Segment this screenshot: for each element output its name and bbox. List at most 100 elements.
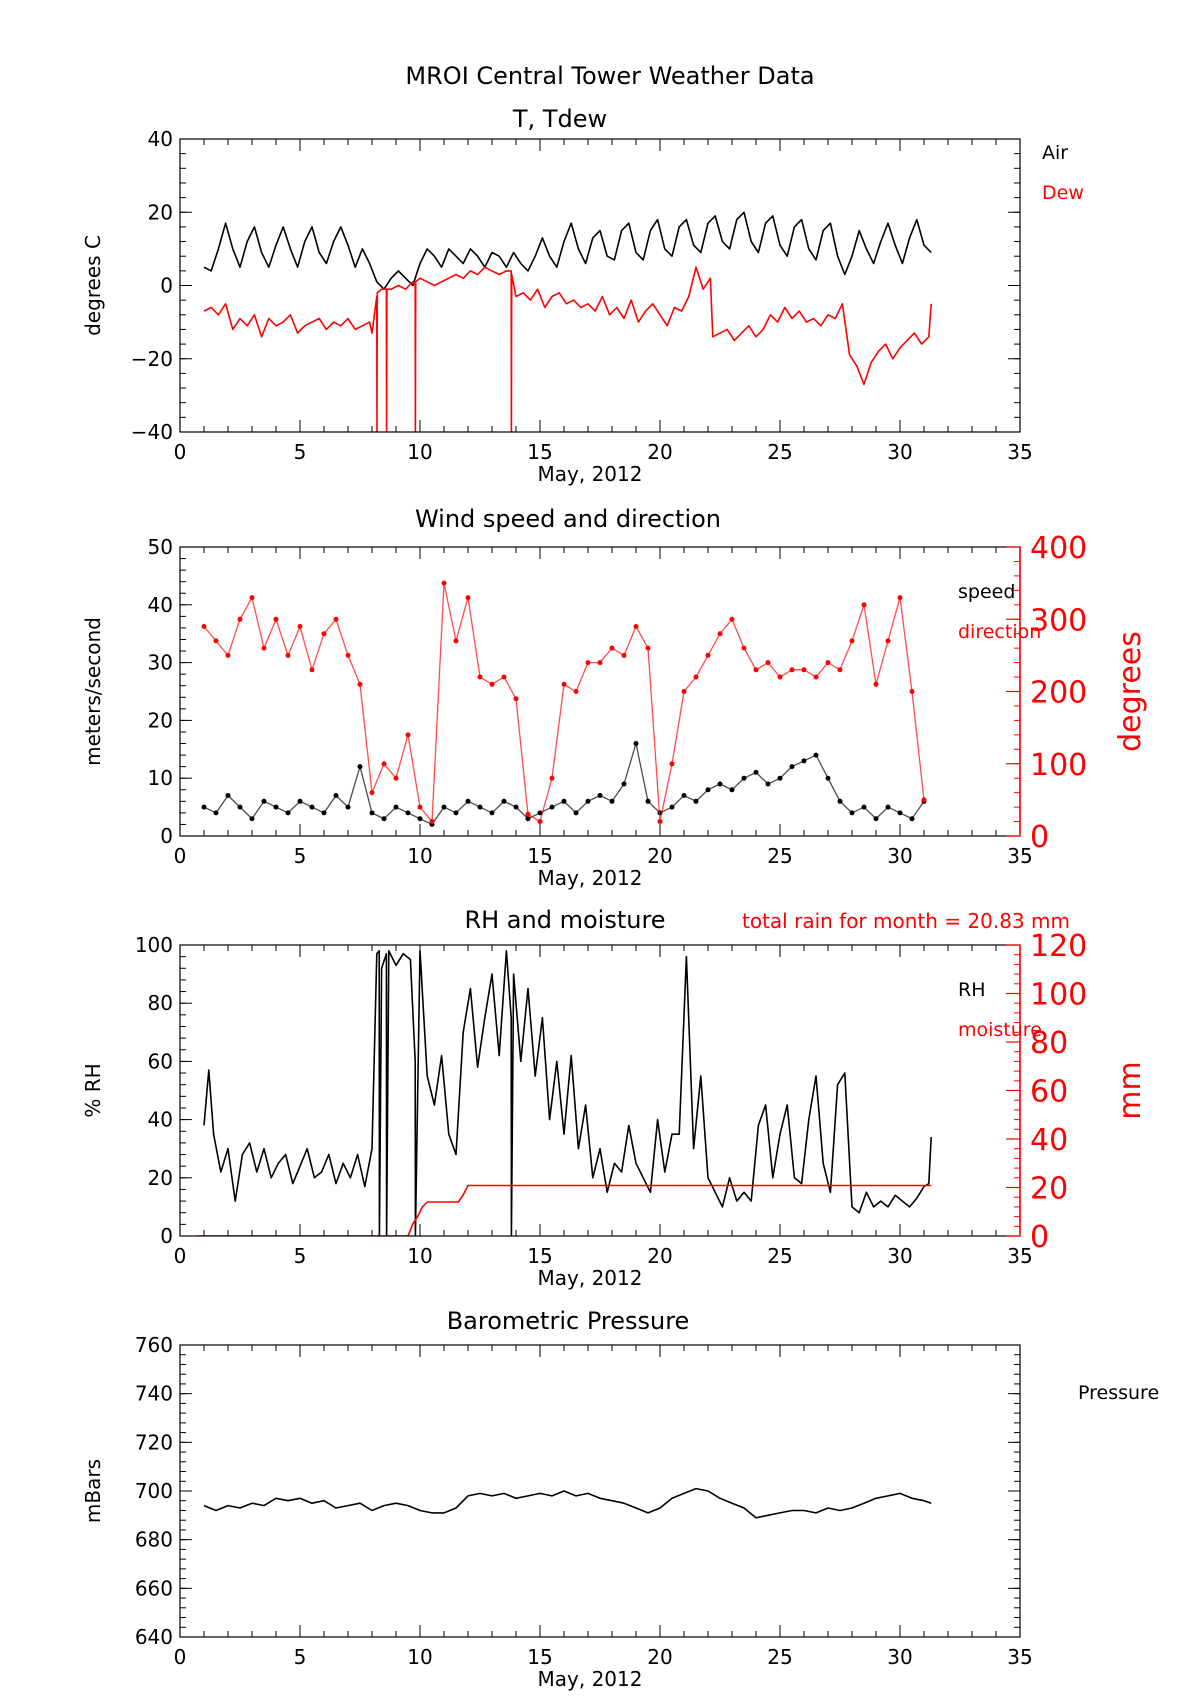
x-tick-label: 5: [294, 1645, 307, 1669]
plot-frame: [179, 546, 1021, 837]
rain-total-annotation: total rain for month = 20.83 mm: [742, 909, 1070, 933]
x-tick-label: 15: [527, 844, 552, 868]
panel-title: Barometric Pressure: [447, 1307, 690, 1335]
y-tick-label: 40: [148, 593, 173, 617]
y-tick-label: 60: [148, 1049, 173, 1073]
x-tick-label: 5: [294, 844, 307, 868]
x-tick-label: 20: [647, 1645, 672, 1669]
series-line-Dew: [203, 266, 932, 432]
legend-entry-Air: Air: [1042, 142, 1068, 164]
legend-entry-moisture: moisture: [958, 1019, 1042, 1041]
series-line-moisture: [196, 1184, 932, 1236]
y-tick-label: 680: [135, 1528, 173, 1552]
y-tick-label: 80: [148, 991, 173, 1015]
y-axis-label: mBars: [81, 1459, 105, 1523]
right-tick-label: 200: [1030, 676, 1087, 711]
panel-title: T, Tdew: [512, 105, 607, 133]
y-axis-label: % RH: [81, 1063, 105, 1117]
series-line-direction: [203, 582, 925, 824]
series-direction: [201, 580, 927, 824]
x-tick-label: 35: [1007, 440, 1032, 464]
x-tick-label: 25: [767, 1645, 792, 1669]
chart-panel-3: RH and moisture total rain for month = 20…: [81, 906, 1148, 1290]
x-tick-label: 10: [407, 1645, 432, 1669]
y-tick-label: 700: [135, 1479, 173, 1503]
right-tick-label: 60: [1030, 1075, 1068, 1110]
x-axis-label: May, 2012: [538, 1266, 643, 1290]
y-tick-label: 20: [148, 1166, 173, 1190]
right-tick-label: 20: [1030, 1172, 1068, 1207]
chart-panels: T, Tdew 0 5 10 15 20 25 30 35 May, 2012 −40 −20 0 20 4…: [81, 105, 1159, 1691]
x-tick-label: 30: [887, 440, 912, 464]
right-tick-label: 100: [1030, 748, 1087, 783]
legend-entry-Dew: Dew: [1042, 182, 1084, 204]
x-tick-label: 20: [647, 1244, 672, 1268]
x-tick-label: 30: [887, 1645, 912, 1669]
right-tick-label: 300: [1030, 603, 1087, 638]
plot-data: [203, 211, 932, 432]
y-tick-label: 40: [148, 127, 173, 151]
x-tick-label: 30: [887, 1244, 912, 1268]
y-tick-label: 760: [135, 1333, 173, 1357]
plot-data: [201, 580, 927, 827]
y-tick-label: 30: [148, 651, 173, 675]
y-axis-label: meters/second: [81, 617, 105, 766]
y-tick-label: 20: [148, 708, 173, 732]
chart-panel-2: Wind speed and direction 0 5 10 15 20 25 30 35 Ma…: [81, 505, 1148, 890]
x-tick-label: 35: [1007, 844, 1032, 868]
y-tick-label: 720: [135, 1430, 173, 1454]
chart-panel-1: T, Tdew 0 5 10 15 20 25 30 35 May, 2012 −40 −20 0 20 4…: [81, 105, 1084, 486]
x-tick-label: 10: [407, 1244, 432, 1268]
x-tick-label: 15: [527, 440, 552, 464]
x-tick-label: 35: [1007, 1645, 1032, 1669]
x-axis-label: May, 2012: [538, 462, 643, 486]
x-tick-label: 0: [174, 1244, 187, 1268]
panel-title: RH and moisture: [464, 906, 665, 934]
y-tick-label: 0: [160, 824, 173, 848]
x-tick-label: 0: [174, 440, 187, 464]
series-line-RH: [203, 949, 932, 1236]
x-tick-label: 30: [887, 844, 912, 868]
chart-panel-4: Barometric Pressure 0 5 10 15 20 25 30 35 May, 20…: [81, 1307, 1159, 1691]
x-tick-label: 15: [527, 1244, 552, 1268]
x-tick-label: 25: [767, 844, 792, 868]
y-tick-label: −40: [131, 420, 173, 444]
right-tick-label: 0: [1030, 1220, 1049, 1255]
plot-frame: [179, 944, 1021, 1237]
x-tick-label: 0: [174, 844, 187, 868]
x-tick-label: 0: [174, 1645, 187, 1669]
legend-entry-speed: speed: [958, 581, 1015, 603]
x-tick-label: 5: [294, 440, 307, 464]
plot-frame: [179, 138, 1021, 433]
x-tick-label: 25: [767, 440, 792, 464]
plot-frame: [179, 1344, 1021, 1638]
series-line-Pressure: [203, 1487, 932, 1519]
series-speed: [201, 741, 927, 827]
series-line-speed: [203, 743, 925, 826]
y-tick-label: 40: [148, 1108, 173, 1132]
legend-entry-direction: direction: [958, 621, 1041, 643]
y-tick-label: −20: [131, 347, 173, 371]
right-tick-label: 400: [1030, 531, 1087, 566]
x-tick-label: 20: [647, 440, 672, 464]
x-tick-label: 20: [647, 844, 672, 868]
right-tick-label: 0: [1030, 820, 1049, 855]
figure-title: MROI Central Tower Weather Data: [405, 62, 814, 90]
legend-entry-RH: RH: [958, 979, 986, 1001]
plot-data: [203, 1487, 932, 1519]
right-tick-label: 80: [1030, 1026, 1068, 1061]
y-axis-label: degrees C: [81, 235, 105, 336]
panel-title: Wind speed and direction: [415, 505, 721, 533]
x-axis-label: May, 2012: [538, 866, 643, 890]
y-tick-label: 100: [135, 933, 173, 957]
right-axis-label: degrees: [1113, 631, 1148, 752]
right-axis-label: mm: [1113, 1061, 1148, 1119]
y-tick-label: 660: [135, 1576, 173, 1600]
x-tick-label: 35: [1007, 1244, 1032, 1268]
y-tick-label: 0: [160, 274, 173, 298]
right-tick-label: 100: [1030, 978, 1087, 1013]
series-line-Air: [203, 211, 932, 291]
right-tick-label: 120: [1030, 929, 1087, 964]
plot-data: [196, 949, 932, 1236]
